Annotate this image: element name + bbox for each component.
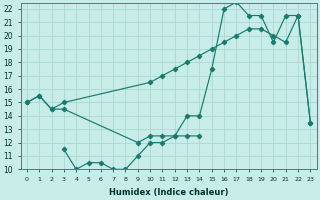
X-axis label: Humidex (Indice chaleur): Humidex (Indice chaleur) [109,188,228,197]
